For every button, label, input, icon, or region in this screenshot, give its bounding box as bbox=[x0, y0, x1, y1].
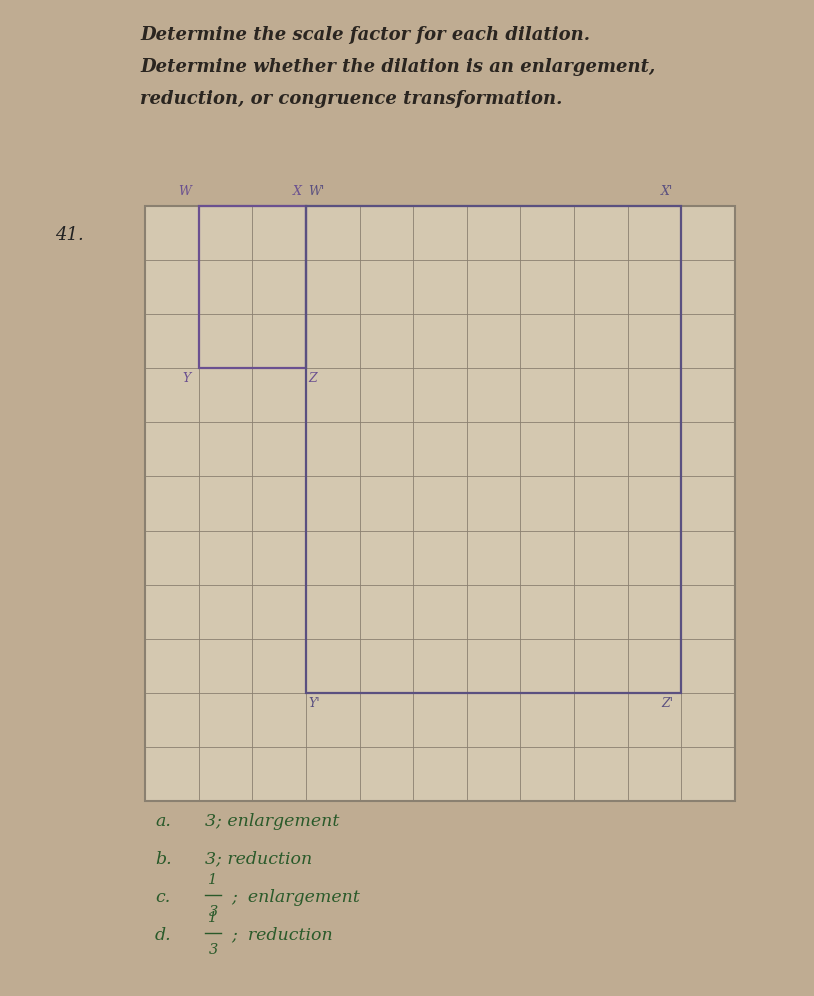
Text: b.: b. bbox=[155, 851, 172, 868]
Bar bbox=[199, 206, 306, 369]
Text: 41.: 41. bbox=[55, 226, 84, 244]
Text: W: W bbox=[177, 185, 190, 198]
Text: Z: Z bbox=[309, 373, 317, 385]
Text: c.: c. bbox=[155, 888, 170, 905]
Text: X: X bbox=[293, 185, 302, 198]
Text: 1: 1 bbox=[208, 873, 217, 887]
Text: Determine whether the dilation is an enlargement,: Determine whether the dilation is an enl… bbox=[140, 58, 655, 76]
Text: Y: Y bbox=[182, 373, 190, 385]
Text: Z': Z' bbox=[661, 697, 673, 710]
Text: 3; enlargement: 3; enlargement bbox=[205, 813, 339, 830]
Text: reduction, or congruence transformation.: reduction, or congruence transformation. bbox=[140, 90, 562, 108]
Text: d.: d. bbox=[155, 926, 172, 943]
Text: X': X' bbox=[661, 185, 673, 198]
Bar bbox=[145, 206, 735, 801]
Text: 3: 3 bbox=[208, 905, 217, 919]
Text: ;  reduction: ; reduction bbox=[231, 926, 333, 943]
Text: a.: a. bbox=[155, 813, 171, 830]
Text: 3; reduction: 3; reduction bbox=[205, 851, 313, 868]
Bar bbox=[306, 206, 681, 693]
Text: Y': Y' bbox=[309, 697, 320, 710]
Text: ;  enlargement: ; enlargement bbox=[231, 888, 360, 905]
Text: Determine the scale factor for each dilation.: Determine the scale factor for each dila… bbox=[140, 26, 590, 44]
Text: 3: 3 bbox=[208, 943, 217, 957]
Text: 1: 1 bbox=[208, 911, 217, 925]
Text: W': W' bbox=[309, 185, 325, 198]
